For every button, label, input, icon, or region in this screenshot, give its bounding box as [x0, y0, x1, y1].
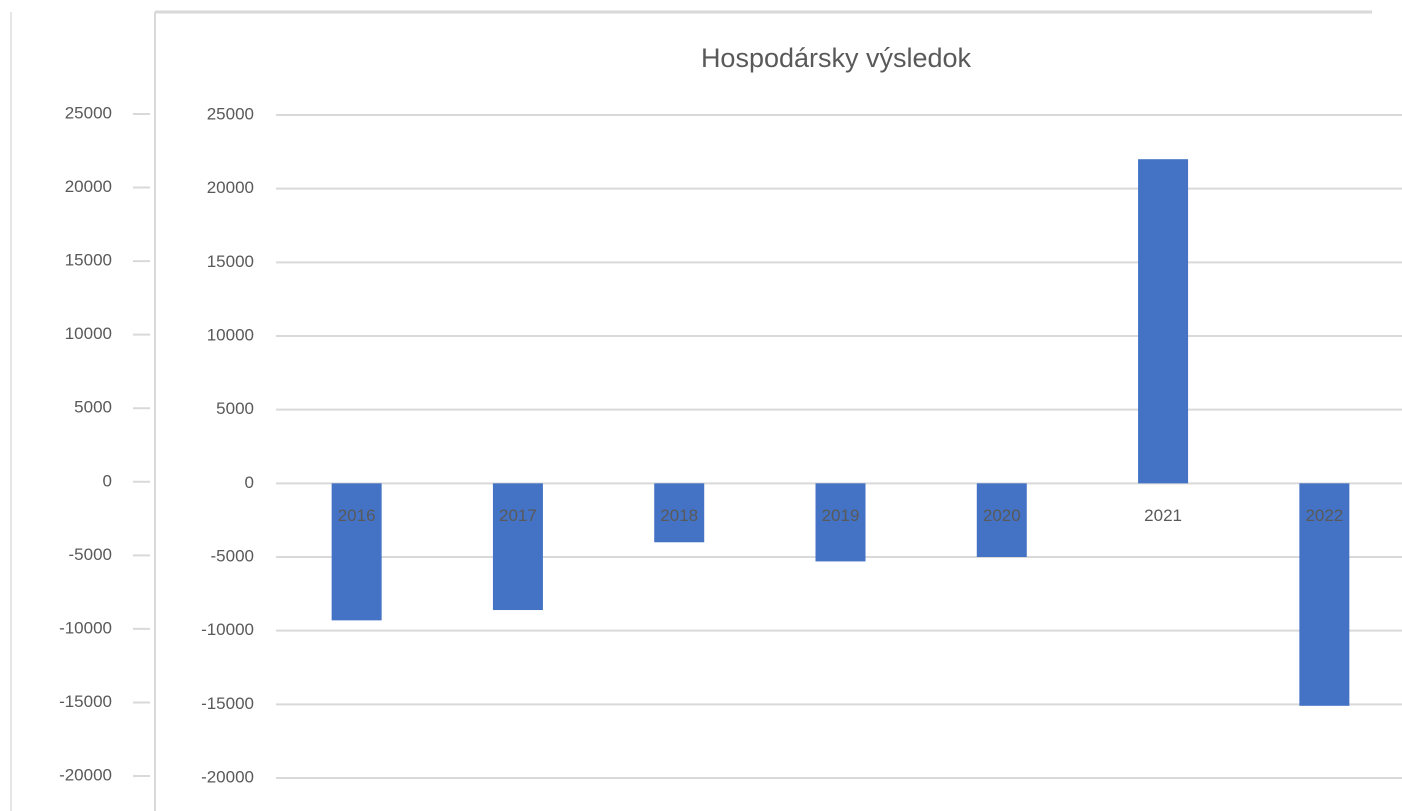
- y-tick-label: 15000: [65, 251, 112, 270]
- x-tick-label: 2016: [338, 506, 376, 525]
- y-tick-label: 20000: [65, 177, 112, 196]
- y-tick-label: 10000: [207, 325, 254, 344]
- y-tick-label: 5000: [74, 398, 112, 417]
- bar: [976, 483, 1027, 557]
- y-tick-label: -10000: [59, 618, 112, 637]
- bar: [654, 483, 705, 543]
- bar: [1299, 483, 1350, 706]
- y-tick-label: 5000: [216, 399, 254, 418]
- y-tick-label: 0: [103, 471, 112, 490]
- x-tick-label: 2019: [822, 506, 860, 525]
- x-tick-label: 2022: [1305, 506, 1343, 525]
- y-tick-label: 25000: [207, 104, 254, 123]
- y-tick-label: 20000: [207, 178, 254, 197]
- y-tick-label: -5000: [211, 546, 254, 565]
- y-tick-label: -20000: [201, 767, 254, 786]
- y-tick-label: -15000: [201, 694, 254, 713]
- y-tick-label: 0: [245, 473, 254, 492]
- x-tick-label: 2021: [1144, 506, 1182, 525]
- bar: [331, 483, 382, 621]
- bar: [492, 483, 543, 611]
- x-tick-label: 2018: [660, 506, 698, 525]
- x-tick-label: 2017: [499, 506, 537, 525]
- x-tick-label: 2020: [983, 506, 1021, 525]
- bar: [1138, 159, 1189, 484]
- y-tick-label: -15000: [59, 692, 112, 711]
- y-tick-label: -5000: [69, 545, 112, 564]
- y-tick-label: -10000: [201, 620, 254, 639]
- y-tick-label: 10000: [65, 324, 112, 343]
- y-tick-label: 25000: [65, 103, 112, 122]
- y-tick-label: -20000: [59, 765, 112, 784]
- y-tick-label: 15000: [207, 252, 254, 271]
- bar: [815, 483, 866, 562]
- chart-title: Hospodársky výsledok: [701, 43, 972, 73]
